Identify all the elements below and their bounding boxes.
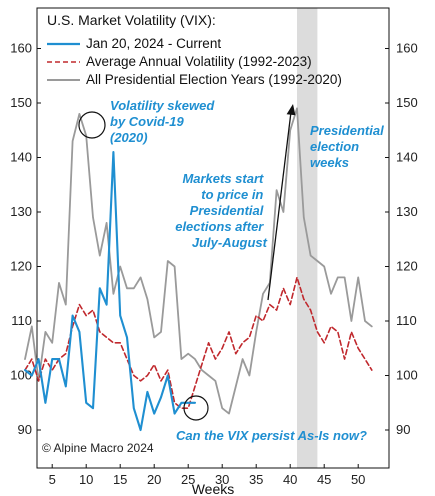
y-tick-label-left: 110 (11, 313, 32, 328)
y-tick-label-right: 100 (396, 368, 418, 383)
legend-label-election: All Presidential Election Years (1992-20… (86, 72, 342, 87)
series-line-current (23, 151, 197, 432)
legend-label-current: Jan 20, 2024 - Current (86, 36, 221, 51)
annotation-covid-line-2: by Covid-19 (110, 114, 184, 129)
y-tick-label-right: 160 (396, 41, 418, 56)
x-tick-label: 40 (283, 472, 297, 487)
series-line-election (24, 107, 373, 415)
y-tick-label-right: 110 (396, 313, 417, 328)
trend-arrow-line (267, 111, 292, 301)
y-axis-left: 90 100 110 120 130 140 150 160 (10, 41, 41, 437)
x-tick-label: 30 (215, 472, 229, 487)
series-line-average (24, 276, 373, 409)
y-tick-label-right: 140 (396, 150, 418, 165)
annotation-election-line-3: weeks (310, 155, 349, 170)
chart-title: U.S. Market Volatility (VIX): (47, 12, 216, 28)
x-tick-label: 50 (351, 472, 365, 487)
x-tick-label: 25 (181, 472, 195, 487)
y-tick-label-left: 150 (10, 95, 32, 110)
x-tick-label: 45 (317, 472, 331, 487)
covid-peak-circle (78, 111, 106, 139)
y-tick-label-right: 130 (396, 204, 418, 219)
y-tick-label-right: 120 (396, 259, 418, 274)
y-tick-label-left: 120 (10, 259, 32, 274)
x-tick-label: 10 (79, 472, 93, 487)
annotation-markets-line-1: Markets start (182, 171, 264, 186)
plot-frame (36, 7, 390, 469)
annotation-markets-line-4: elections after (175, 219, 264, 234)
y-tick-label-left: 130 (10, 204, 32, 219)
y-tick-label-left: 90 (18, 422, 32, 437)
series-layer (23, 107, 373, 432)
x-tick-label: 15 (113, 472, 127, 487)
y-tick-label-left: 100 (10, 368, 32, 383)
x-axis: 5 10 15 20 25 30 35 40 45 50 (49, 464, 365, 487)
annotation-election-line-2: election (310, 139, 359, 154)
trend-arrow-head (286, 104, 296, 116)
annotation-markets-line-3: Presidential (190, 203, 264, 218)
y-tick-label-left: 140 (10, 150, 32, 165)
y-tick-label-right: 90 (396, 422, 410, 437)
annotation-markets-line-5: July-August (192, 235, 268, 250)
annotation-markets-line-2: to price in (201, 187, 263, 202)
x-tick-label: 20 (147, 472, 161, 487)
current-end-circle (183, 395, 209, 421)
y-tick-label-right: 150 (396, 95, 418, 110)
x-axis-label: Weeks (192, 481, 235, 496)
annotation-covid: Volatility skewed by Covid-19 (2020) (110, 98, 218, 145)
annotation-election-line-1: Presidential (310, 123, 384, 138)
legend: U.S. Market Volatility (VIX): Jan 20, 20… (47, 12, 342, 87)
credit: © Alpine Macro 2024 (42, 441, 154, 455)
y-tick-label-left: 160 (10, 41, 32, 56)
annotation-covid-line-1: Volatility skewed (110, 98, 215, 113)
y-axis-right: 90 100 110 120 130 140 150 160 (385, 41, 418, 437)
annotation-markets: Markets start to price in Presidential e… (175, 171, 267, 250)
annotation-question: Can the VIX persist As-Is now? (176, 428, 367, 443)
x-tick-label: 35 (249, 472, 263, 487)
legend-label-average: Average Annual Volatility (1992-2023) (86, 54, 312, 69)
annotation-covid-line-3: (2020) (110, 130, 148, 145)
x-tick-label: 5 (49, 472, 56, 487)
annotation-election-weeks: Presidential election weeks (310, 123, 387, 170)
